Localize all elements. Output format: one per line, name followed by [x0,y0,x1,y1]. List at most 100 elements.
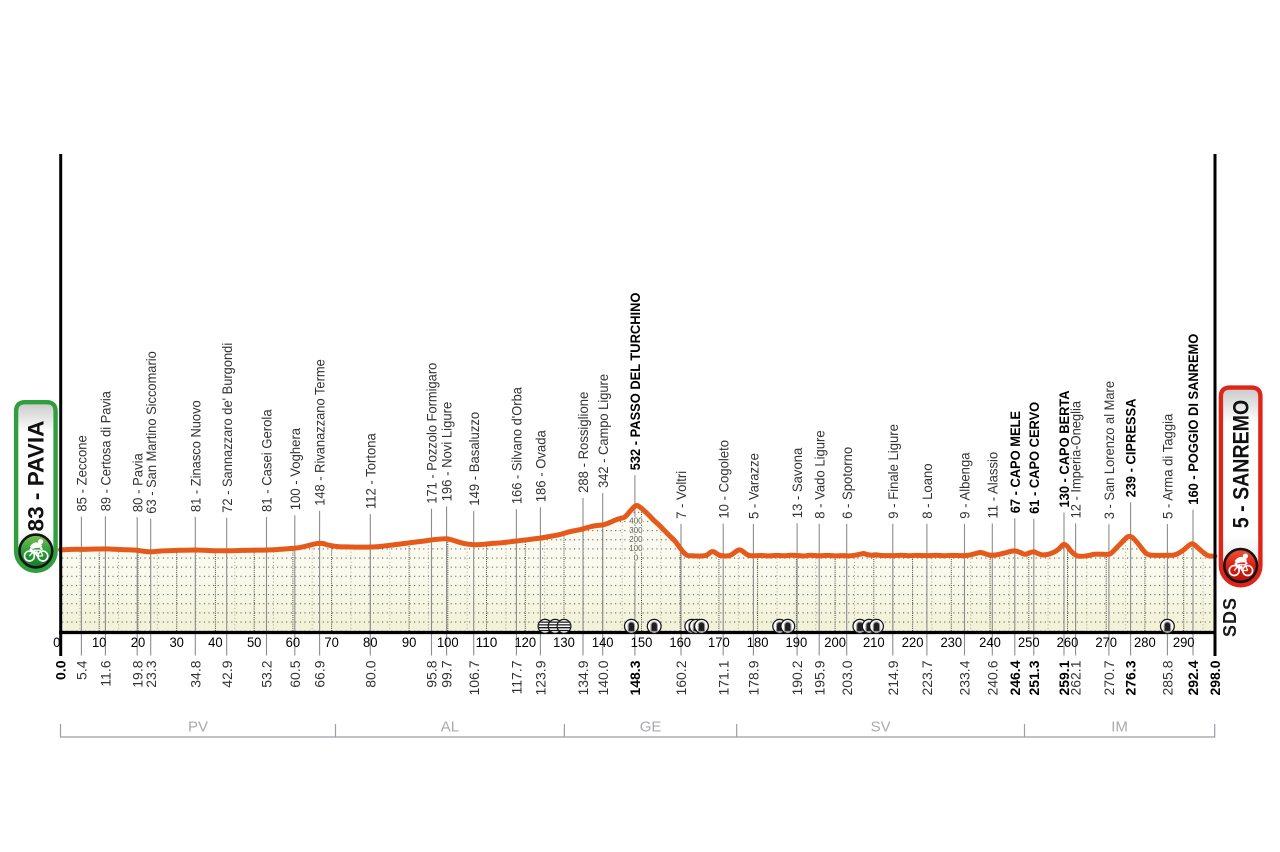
svg-text:290: 290 [1173,634,1195,650]
svg-text:81 - Zinasco Nuovo: 81 - Zinasco Nuovo [187,400,203,512]
svg-text:200: 200 [824,634,846,650]
svg-text:276.3: 276.3 [1123,660,1139,695]
svg-text:171.1: 171.1 [715,660,731,695]
svg-text:PV: PV [188,719,208,736]
svg-text:100: 100 [629,544,643,553]
svg-text:100: 100 [437,634,459,650]
svg-text:SDS: SDS [1220,597,1240,637]
svg-text:214.9: 214.9 [885,660,901,695]
svg-text:260: 260 [1057,634,1079,650]
svg-text:IM: IM [1111,719,1128,736]
svg-text:8 - Loano: 8 - Loano [919,463,935,519]
svg-text:83 - PAVIA: 83 - PAVIA [24,420,49,531]
svg-text:89 - Certosa di Pavia: 89 - Certosa di Pavia [98,391,114,511]
svg-text:300: 300 [629,526,643,535]
svg-text:292.4: 292.4 [1185,660,1201,695]
svg-text:13 - Savona: 13 - Savona [789,448,805,519]
svg-text:0: 0 [634,554,639,563]
svg-text:30: 30 [169,634,184,650]
svg-text:178.9: 178.9 [746,660,762,695]
svg-text:223.7: 223.7 [919,660,935,695]
svg-text:246.4: 246.4 [1007,660,1023,695]
svg-text:19.8: 19.8 [129,660,145,687]
svg-text:10 - Cogoleto: 10 - Cogoleto [715,440,731,519]
svg-text:53.2: 53.2 [259,660,275,687]
svg-text:288 - Rossiglione: 288 - Rossiglione [575,391,591,492]
svg-text:270.7: 270.7 [1101,660,1117,695]
svg-text:12 - Imperia-Oneglia: 12 - Imperia-Oneglia [1068,401,1084,519]
svg-text:5 - SANREMO: 5 - SANREMO [1228,400,1253,529]
svg-text:134.9: 134.9 [575,660,591,695]
svg-text:50: 50 [247,634,262,650]
svg-text:150: 150 [631,634,653,650]
svg-text:95.8: 95.8 [424,660,440,687]
svg-text:11.6: 11.6 [98,660,114,686]
svg-text:5 - Varazze: 5 - Varazze [746,453,762,519]
svg-text:67 - CAPO MELE: 67 - CAPO MELE [1007,411,1023,513]
svg-text:34.8: 34.8 [187,660,203,687]
svg-text:80.0: 80.0 [362,660,378,687]
svg-text:60.5: 60.5 [287,660,303,687]
svg-text:7 - Voltri: 7 - Voltri [673,471,689,519]
svg-text:100 - Voghera: 100 - Voghera [287,428,303,510]
svg-text:130 - CAPO BERTA: 130 - CAPO BERTA [1056,390,1072,507]
svg-text:40: 40 [208,634,223,650]
svg-text:70: 70 [324,634,339,650]
svg-text:166 - Silvano d'Orba: 166 - Silvano d'Orba [509,387,525,504]
svg-text:210: 210 [863,634,885,650]
svg-text:106.7: 106.7 [466,660,482,695]
svg-text:20: 20 [131,634,146,650]
svg-text:196 - Novi Ligure: 196 - Novi Ligure [439,402,455,502]
svg-text:72 - Sannazzaro de' Burgondi: 72 - Sannazzaro de' Burgondi [219,343,235,513]
svg-text:240.6: 240.6 [984,660,1000,695]
svg-text:9 - Finale Ligure: 9 - Finale Ligure [885,424,901,519]
svg-text:11 - Alassio: 11 - Alassio [984,452,1000,519]
svg-text:AL: AL [441,719,459,736]
svg-text:190.2: 190.2 [789,660,805,695]
svg-text:262.1: 262.1 [1068,660,1084,695]
svg-text:42.9: 42.9 [219,660,235,687]
svg-text:110: 110 [476,634,498,650]
svg-text:9 - Albenga: 9 - Albenga [957,452,973,518]
svg-text:160.2: 160.2 [673,660,689,695]
svg-text:195.9: 195.9 [811,660,827,695]
svg-text:160: 160 [669,634,691,650]
svg-text:0: 0 [53,634,60,650]
svg-text:298.0: 298.0 [1207,660,1223,695]
svg-text:66.9: 66.9 [312,660,328,687]
svg-text:112 - Tortona: 112 - Tortona [362,433,378,509]
svg-text:8 - Vado Ligure: 8 - Vado Ligure [811,430,827,519]
svg-text:GE: GE [640,719,662,736]
svg-text:60: 60 [286,634,301,650]
svg-text:233.4: 233.4 [957,660,973,695]
svg-text:120: 120 [514,634,536,650]
svg-text:230: 230 [940,634,962,650]
svg-text:0.0: 0.0 [53,660,69,680]
svg-text:SV: SV [871,719,891,736]
svg-text:63 - San Martino Siccomario: 63 - San Martino Siccomario [143,351,159,514]
svg-text:117.7: 117.7 [509,660,525,694]
svg-text:123.9: 123.9 [533,660,549,695]
svg-text:61 - CAPO CERVO: 61 - CAPO CERVO [1026,402,1042,514]
svg-text:220: 220 [902,634,924,650]
svg-text:285.8: 285.8 [1160,660,1176,695]
svg-text:239 - CIPRESSA: 239 - CIPRESSA [1123,399,1139,498]
svg-text:160 - POGGIO DI SANREMO: 160 - POGGIO DI SANREMO [1185,334,1201,505]
svg-text:140: 140 [592,634,614,650]
svg-text:400: 400 [629,517,643,526]
svg-text:200: 200 [629,535,643,544]
svg-text:270: 270 [1095,634,1117,650]
svg-text:259.1: 259.1 [1056,660,1072,695]
svg-text:170: 170 [708,634,730,650]
svg-text:80 - Pavia: 80 - Pavia [129,453,145,512]
svg-text:149 - Basaluzzo: 149 - Basaluzzo [466,412,482,506]
svg-text:240: 240 [979,634,1001,650]
svg-text:6 - Spotorno: 6 - Spotorno [839,447,855,519]
svg-text:23.3: 23.3 [143,660,159,687]
svg-text:90: 90 [402,634,417,650]
svg-text:280: 280 [1134,634,1156,650]
svg-text:5 - Arma di Taggia: 5 - Arma di Taggia [1160,414,1176,519]
svg-text:99.7: 99.7 [439,660,455,687]
svg-text:532 - PASSO DEL TURCHINO: 532 - PASSO DEL TURCHINO [627,293,643,471]
svg-text:10: 10 [92,634,107,650]
